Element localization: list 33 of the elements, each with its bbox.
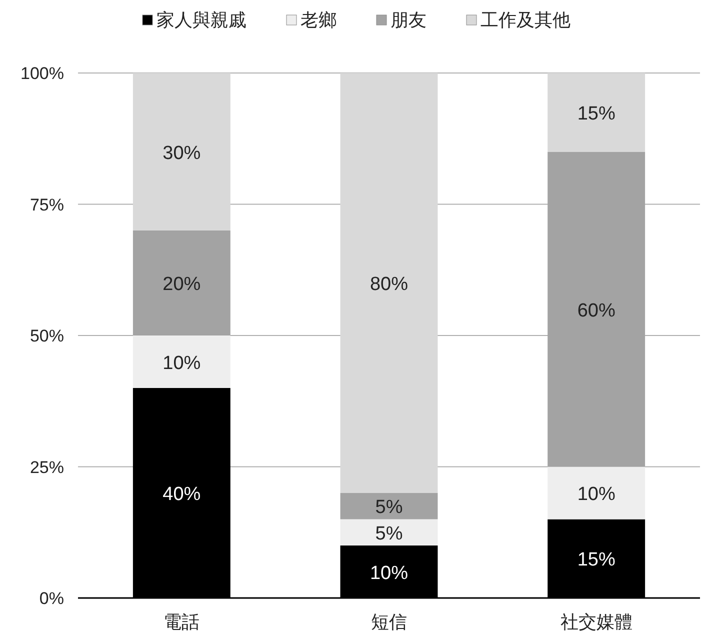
bar [548,466,646,520]
bar [340,73,438,493]
y-tick-label: 0% [39,589,64,608]
data-label: 15% [577,103,616,124]
data-label: 5% [375,497,403,518]
data-label: 10% [162,352,201,374]
y-tick-label: 25% [30,458,64,477]
legend-label: 家人與親戚 [156,10,246,30]
data-label: 60% [577,300,616,322]
bar [132,336,230,388]
y-tick-label: 75% [30,195,64,214]
y-tick-label: 100% [20,64,64,83]
legend-label: 朋友 [390,10,426,30]
bar [340,493,438,520]
data-label: 10% [370,562,408,584]
x-tick-label: 短信 [371,612,407,632]
data-label: 80% [370,274,408,295]
legend-label: 工作及其他 [480,10,570,30]
bar [548,73,646,152]
data-label: 10% [577,484,616,505]
bar [548,152,646,467]
data-label: 5% [375,523,403,544]
bar [132,230,230,336]
bar [132,73,230,230]
data-label: 30% [162,142,201,164]
data-label: 40% [162,484,201,505]
legend-label: 老鄉 [300,10,336,30]
x-tick-label: 電話 [164,612,200,632]
data-label: 15% [577,550,616,571]
y-tick-label: 50% [30,326,64,346]
bar [340,519,438,546]
x-tick-label: 社交媒體 [560,612,632,632]
data-label: 20% [162,274,201,295]
